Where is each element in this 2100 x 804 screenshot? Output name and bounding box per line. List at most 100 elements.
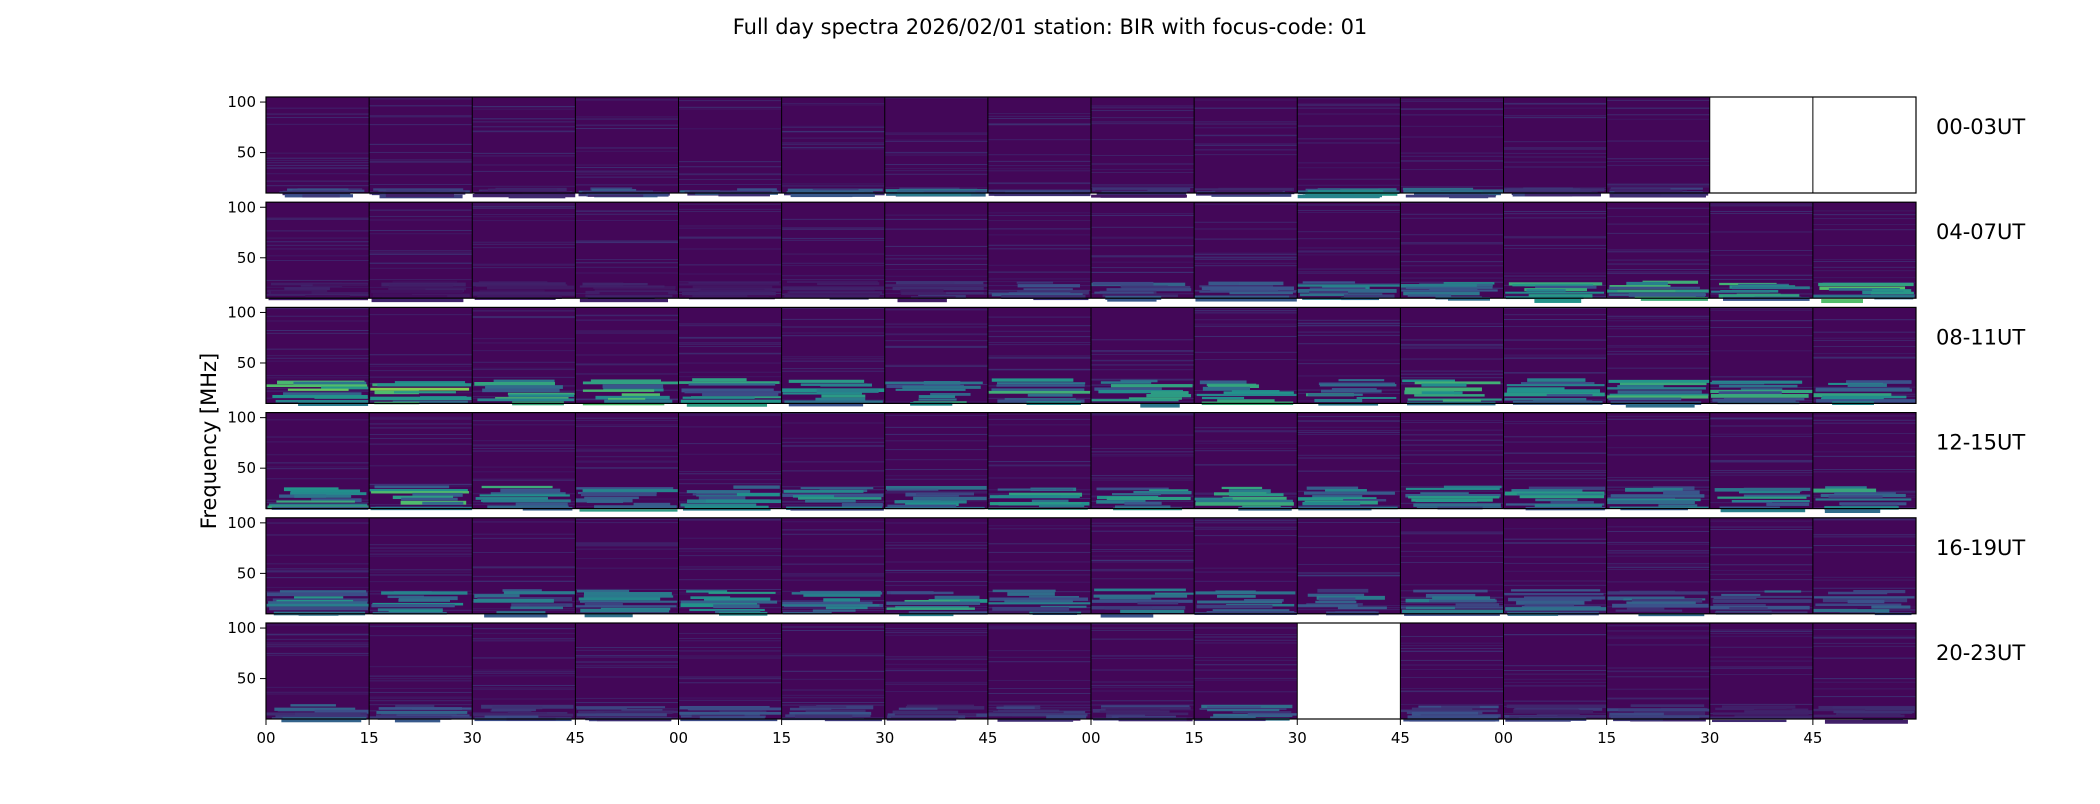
emission-band — [841, 503, 883, 507]
emission-band — [266, 384, 368, 388]
emission-band — [1437, 506, 1483, 510]
spectrum-line — [1091, 163, 1195, 165]
spectrum-line — [884, 433, 988, 435]
spectrum-line — [369, 700, 473, 702]
emission-band — [1029, 596, 1080, 599]
x-tick-label: 30 — [1700, 729, 1719, 747]
emission-band — [1614, 190, 1683, 193]
emission-band — [1508, 282, 1603, 286]
emission-band — [269, 606, 369, 611]
spectrum-line — [678, 453, 782, 455]
emission-band — [918, 398, 957, 401]
spectrum-cell — [266, 202, 370, 301]
spectrum-line — [1297, 209, 1401, 211]
emission-band — [1297, 497, 1377, 501]
emission-band — [1610, 494, 1705, 498]
emission-band — [1754, 709, 1793, 712]
x-tick-label: 15 — [772, 729, 791, 747]
spectrum-line — [266, 241, 370, 243]
emission-band — [321, 386, 369, 390]
spectrum-line — [1400, 444, 1504, 446]
spectrum-line — [369, 174, 473, 176]
emission-band — [792, 495, 835, 498]
emission-band — [781, 604, 880, 607]
spectrum-line — [781, 573, 885, 575]
spectrum-line — [678, 352, 782, 354]
spectrum-line — [1606, 563, 1710, 565]
spectrum-line — [1503, 275, 1607, 277]
spectrum-line — [266, 462, 370, 464]
spectrum-line — [1812, 451, 1916, 453]
emission-band — [898, 282, 955, 286]
spectrum-line — [266, 686, 370, 688]
emission-band — [1821, 299, 1863, 304]
emission-band — [886, 607, 975, 610]
spectrum-line — [1606, 108, 1710, 110]
emission-band — [1638, 612, 1705, 617]
spectrum-line — [1194, 127, 1298, 129]
spectrum-line — [266, 633, 370, 635]
emission-band — [1039, 504, 1085, 507]
spectrum-line — [369, 161, 473, 163]
spectrum-line — [1400, 160, 1504, 162]
spectrum-line — [781, 185, 885, 187]
emission-band — [1400, 709, 1498, 713]
spectrum-line — [1400, 108, 1504, 110]
spectrum-line — [1400, 561, 1504, 563]
y-tick-label: 50 — [237, 670, 256, 688]
emission-band — [788, 402, 864, 407]
emission-band — [901, 292, 988, 295]
emission-band — [1607, 498, 1701, 502]
spectrum-line — [266, 308, 370, 310]
spectrum-line — [1503, 584, 1607, 586]
emission-band — [1833, 710, 1915, 714]
spectrum-line — [781, 125, 885, 127]
emission-band — [1429, 599, 1497, 603]
spectrum-line — [472, 698, 576, 700]
emission-band — [1403, 719, 1500, 722]
spectrum-line — [472, 367, 576, 369]
spectrum-line — [1709, 264, 1813, 266]
spectrum-cell — [472, 97, 576, 199]
spectrum-line — [987, 625, 1091, 627]
emission-band — [678, 283, 781, 286]
spectrum-cell — [1297, 412, 1401, 511]
spectrum-line — [1606, 292, 1710, 294]
spectrum-line — [472, 376, 576, 378]
spectrum-line — [678, 473, 782, 475]
spectrum-line — [1400, 136, 1504, 138]
spectrum-line — [266, 329, 370, 331]
spectrum-line — [1400, 691, 1504, 693]
emission-band — [1546, 394, 1593, 397]
spectrum-line — [1503, 528, 1607, 530]
spectrum-line — [575, 213, 679, 215]
spectrum-line — [1812, 576, 1916, 578]
spectrum-line — [1503, 470, 1607, 472]
emission-band — [1815, 388, 1912, 392]
emission-band — [1550, 501, 1594, 504]
emission-band — [1526, 289, 1566, 292]
spectrum-line — [1503, 117, 1607, 119]
emission-band — [1322, 285, 1370, 290]
emission-band — [1229, 493, 1284, 497]
spectrum-line — [1812, 534, 1916, 536]
emission-band — [884, 284, 988, 287]
spectrum-line — [472, 684, 576, 686]
emission-band — [1712, 712, 1809, 715]
spectrum-line — [575, 314, 679, 316]
spectrum-cell — [1194, 202, 1298, 302]
emission-band — [1199, 380, 1247, 385]
spectrum-line — [1812, 339, 1916, 341]
emission-band — [1223, 391, 1294, 395]
spectrum-line — [884, 133, 988, 135]
emission-band — [1455, 603, 1500, 607]
spectrum-line — [987, 330, 1091, 332]
spectrum-line — [472, 203, 576, 205]
spectrum-line — [884, 628, 988, 630]
spectrum-line — [884, 334, 988, 336]
emission-band — [692, 295, 748, 298]
spectrum-line — [781, 579, 885, 581]
spectrum-line — [884, 683, 988, 685]
spectrum-line — [1709, 418, 1813, 420]
